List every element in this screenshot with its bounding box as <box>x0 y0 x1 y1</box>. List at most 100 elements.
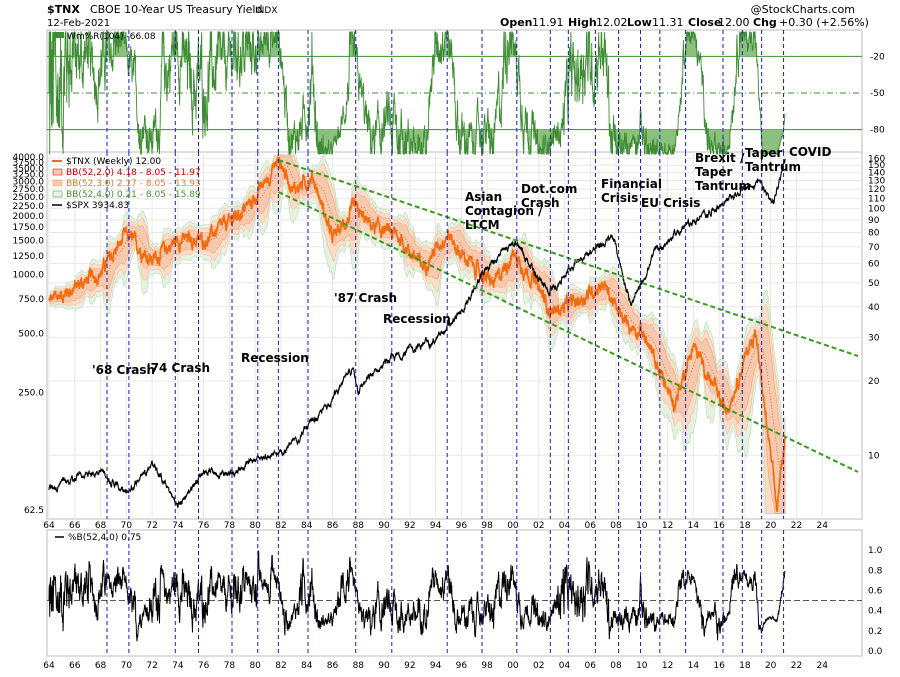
x-tick-bottom: 90 <box>378 661 390 671</box>
annotation-line: Crisis <box>601 191 638 205</box>
bb-middle-line <box>48 164 786 478</box>
main-panel <box>46 151 863 520</box>
x-tick-main: 74 <box>172 521 184 531</box>
right-tick: 140 <box>868 169 885 179</box>
chart-date: 12-Feb-2021 <box>47 18 110 29</box>
left-tick: 1750.0 <box>13 223 45 233</box>
chart-header: $TNX CBOE 10-Year US Treasury Yield INDX… <box>47 3 869 29</box>
x-tick-main: 04 <box>559 521 571 531</box>
x-tick-bottom: 10 <box>636 661 648 671</box>
x-tick-main: 76 <box>198 521 210 531</box>
left-tick: 4000.0 <box>13 153 45 163</box>
annotation-line: '68 Crash <box>92 363 155 377</box>
pctb-tick: 0.6 <box>868 586 883 596</box>
annotation-line: Tantrum <box>695 179 751 193</box>
x-tick-main: 84 <box>301 521 313 531</box>
left-tick: 3250.0 <box>13 171 45 181</box>
annotation-label: '74 Crash <box>147 361 210 375</box>
right-tick: 130 <box>868 177 885 187</box>
legend-swatch-bb2 <box>52 179 63 187</box>
annotation-line: Dot.com <box>521 182 577 196</box>
right-tick: 160 <box>868 154 885 164</box>
annotation-line: '74 Crash <box>147 361 210 375</box>
annotation-line: Taper <box>695 165 732 179</box>
x-tick-bottom: 74 <box>172 661 184 671</box>
left-tick: 3000.0 <box>13 178 45 188</box>
legend-bb2: BB(52,3.0) 2.17 - 8.05 - 13.93 <box>66 179 201 189</box>
x-tick-main: 02 <box>533 521 544 531</box>
x-tick-bottom: 94 <box>430 661 442 671</box>
willr-legend: Wm%R(104) -66.08 <box>55 32 156 42</box>
right-tick: 50 <box>868 279 880 289</box>
x-tick-main: 90 <box>378 521 390 531</box>
x-tick-bottom: 22 <box>791 661 802 671</box>
x-tick-bottom: 96 <box>456 661 468 671</box>
x-tick-bottom: 08 <box>610 661 622 671</box>
spx-line <box>48 158 786 508</box>
willr-tick: -80 <box>870 126 885 136</box>
pctb-tick: 0.4 <box>868 607 883 617</box>
x-tick-bottom: 18 <box>739 661 751 671</box>
right-tick: 70 <box>868 243 880 253</box>
left-tick: 750.0 <box>18 295 44 305</box>
x-tick-main: 24 <box>816 521 828 531</box>
left-tick: 3750.0 <box>13 159 45 169</box>
left-tick: 2250.0 <box>13 202 45 212</box>
left-tick: 2000.0 <box>13 212 45 222</box>
x-tick-main: 82 <box>275 521 286 531</box>
right-tick: 30 <box>868 334 880 344</box>
pctb-legend: %B(52,4.0) 0.75 <box>55 533 141 543</box>
x-tick-bottom: 14 <box>688 661 700 671</box>
close-value: 12.00 <box>718 16 750 29</box>
x-tick-main: 72 <box>146 521 157 531</box>
right-tick: 80 <box>868 229 880 239</box>
annotation-line: Contagion / <box>465 204 543 218</box>
x-tick-bottom: 78 <box>224 661 236 671</box>
right-tick: 120 <box>868 185 885 195</box>
annotation-line: EU Crisis <box>641 196 700 210</box>
left-tick: 2500.0 <box>13 193 45 203</box>
x-tick-main: 88 <box>353 521 365 531</box>
event-vertical-lines <box>106 30 785 656</box>
right-tick: 110 <box>868 194 885 204</box>
x-tick-bottom: 00 <box>507 661 519 671</box>
annotation-label: Taper Tantrum <box>745 146 801 174</box>
x-tick-main: 92 <box>404 521 415 531</box>
x-tick-bottom: 20 <box>765 661 777 671</box>
x-tick-bottom: 24 <box>816 661 828 671</box>
annotation-label: Recession <box>241 351 309 365</box>
left-tick: 3500.0 <box>13 164 45 174</box>
annotation-line: Financial <box>601 177 662 191</box>
x-tick-main: 18 <box>739 521 751 531</box>
annotation-line: Brexit / <box>695 151 745 165</box>
x-tick-bottom: 92 <box>404 661 415 671</box>
x-tick-bottom: 86 <box>327 661 339 671</box>
right-tick: 10 <box>868 451 880 461</box>
symbol-name: CBOE 10-Year US Treasury Yield <box>90 3 262 16</box>
x-tick-bottom: 88 <box>353 661 365 671</box>
low-value: 11.31 <box>652 16 684 29</box>
left-tick: 62.5 <box>24 506 44 516</box>
pctb-panel <box>46 529 863 657</box>
x-tick-main: 12 <box>662 521 673 531</box>
willr-line <box>48 30 786 156</box>
right-tick: 20 <box>868 377 880 387</box>
legend-bb3: BB(52,4.0) 0.21 - 8.05 - 15.89 <box>66 190 201 200</box>
open-value: 11.91 <box>532 16 564 29</box>
x-tick-bottom: 66 <box>69 661 81 671</box>
annotation-line: LTCM <box>465 218 500 232</box>
left-tick: 2750.0 <box>13 185 45 195</box>
legend-swatch-bb3 <box>52 190 63 198</box>
open-label: Open <box>500 16 533 29</box>
annotation-label: Brexit / Taper Tantrum <box>695 151 751 193</box>
high-value: 12.02 <box>596 16 628 29</box>
legend-swatch-bb1 <box>52 168 63 176</box>
x-tick-main: 78 <box>224 521 236 531</box>
x-tick-main: 80 <box>249 521 261 531</box>
x-tick-main: 14 <box>688 521 700 531</box>
annotation-label: Asian Contagion / LTCM <box>465 190 543 232</box>
chg-label: Chg <box>753 16 777 29</box>
annotation-label: Recession <box>383 312 451 326</box>
right-tick: 100 <box>868 205 885 215</box>
x-tick-bottom: 98 <box>481 661 493 671</box>
